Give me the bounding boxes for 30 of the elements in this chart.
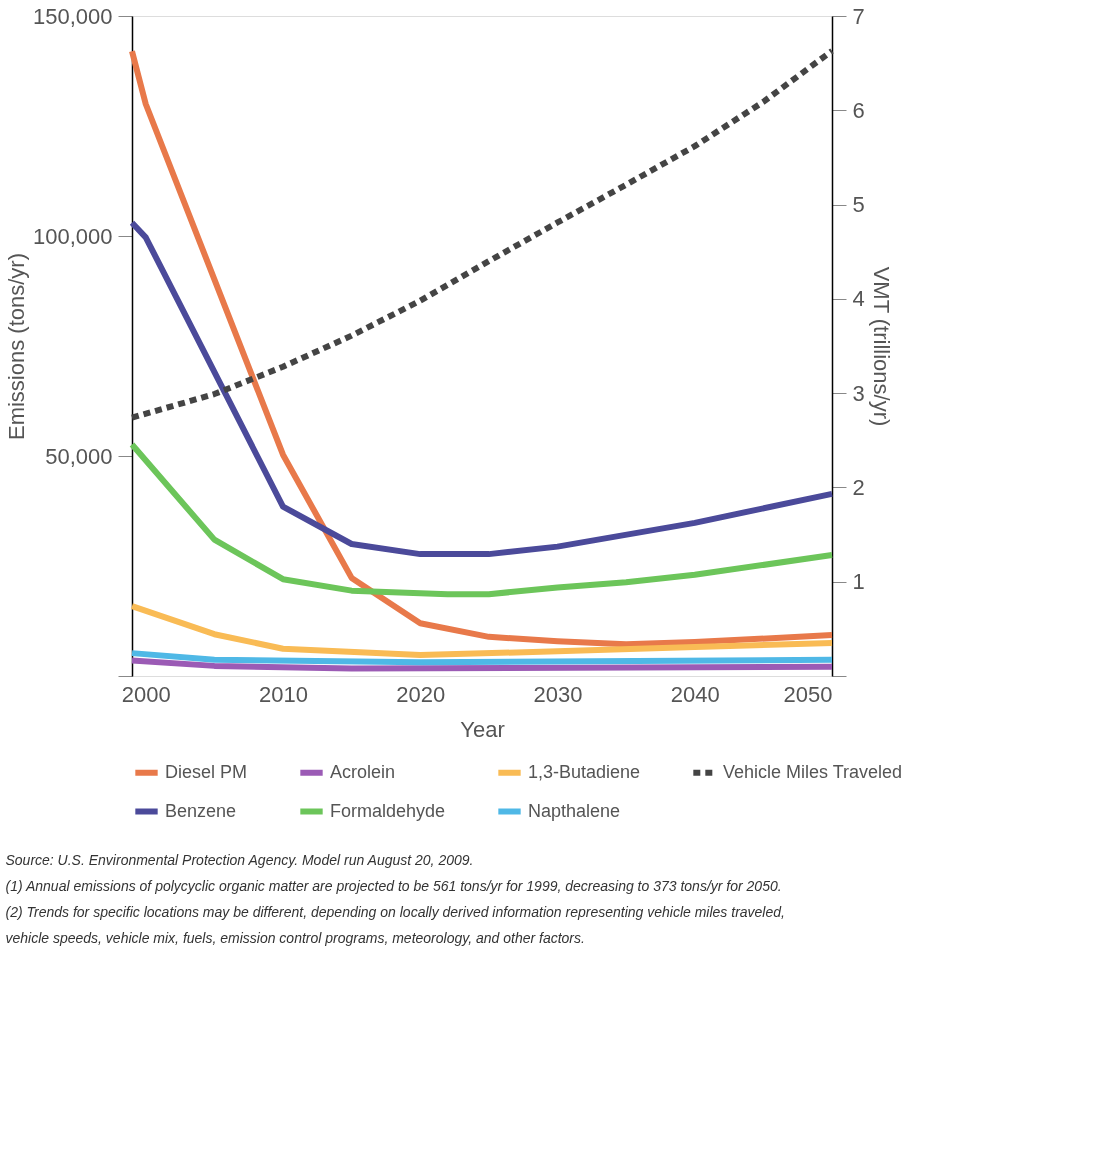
y2-tick-label: 3 — [852, 380, 865, 406]
x-tick-label: 2000 — [121, 681, 171, 707]
legend-label: Vehicle Miles Traveled — [723, 761, 903, 782]
y2-tick-label: 7 — [852, 3, 865, 29]
legend-label: Formaldehyde — [330, 800, 446, 821]
y-tick-label: 100,000 — [32, 223, 113, 249]
text: vehicle speeds, vehicle mix, fuels, emission control programs, meteorology, and other factors. — [5, 930, 585, 946]
x-tick-label: 2020 — [396, 681, 446, 707]
y2-tick-label: 4 — [852, 286, 865, 312]
legend-label: Acrolein — [330, 761, 396, 782]
y-tick-label: 50,000 — [45, 443, 113, 469]
text: (2) Trends for specific locations may be different, depending on locally derived information representing vehicle miles traveled, — [5, 904, 785, 920]
x-tick-label: 2050 — [783, 681, 833, 707]
legend-label: 1,3-Butadiene — [528, 761, 641, 782]
y2-tick-label: 6 — [852, 97, 865, 123]
text: (1) Annual emissions of polycyclic organic matter are projected to be 561 tons/yr for 1999, decreasing to 373 tons/yr for 2050. — [5, 878, 782, 894]
y-axis-title: Emissions (tons/yr) — [3, 252, 29, 441]
y2-tick-label: 2 — [852, 474, 865, 500]
y2-axis-title: VMT (trillions/yr) — [868, 266, 894, 427]
y-tick-label: 150,000 — [32, 3, 113, 29]
legend-label: Napthalene — [528, 800, 621, 821]
source-note: Source: U.S. Environmental Protection Agency. Model run August 20, 2009. — [5, 852, 474, 868]
x-tick-label: 2030 — [533, 681, 583, 707]
x-tick-label: 2040 — [670, 681, 720, 707]
legend-label: Benzene — [165, 800, 237, 821]
x-tick-label: 2010 — [259, 681, 308, 707]
y2-tick-label: 1 — [852, 569, 865, 595]
x-axis-title: Year — [460, 716, 505, 742]
legend-label: Diesel PM — [165, 761, 248, 782]
y2-tick-label: 5 — [852, 192, 865, 218]
